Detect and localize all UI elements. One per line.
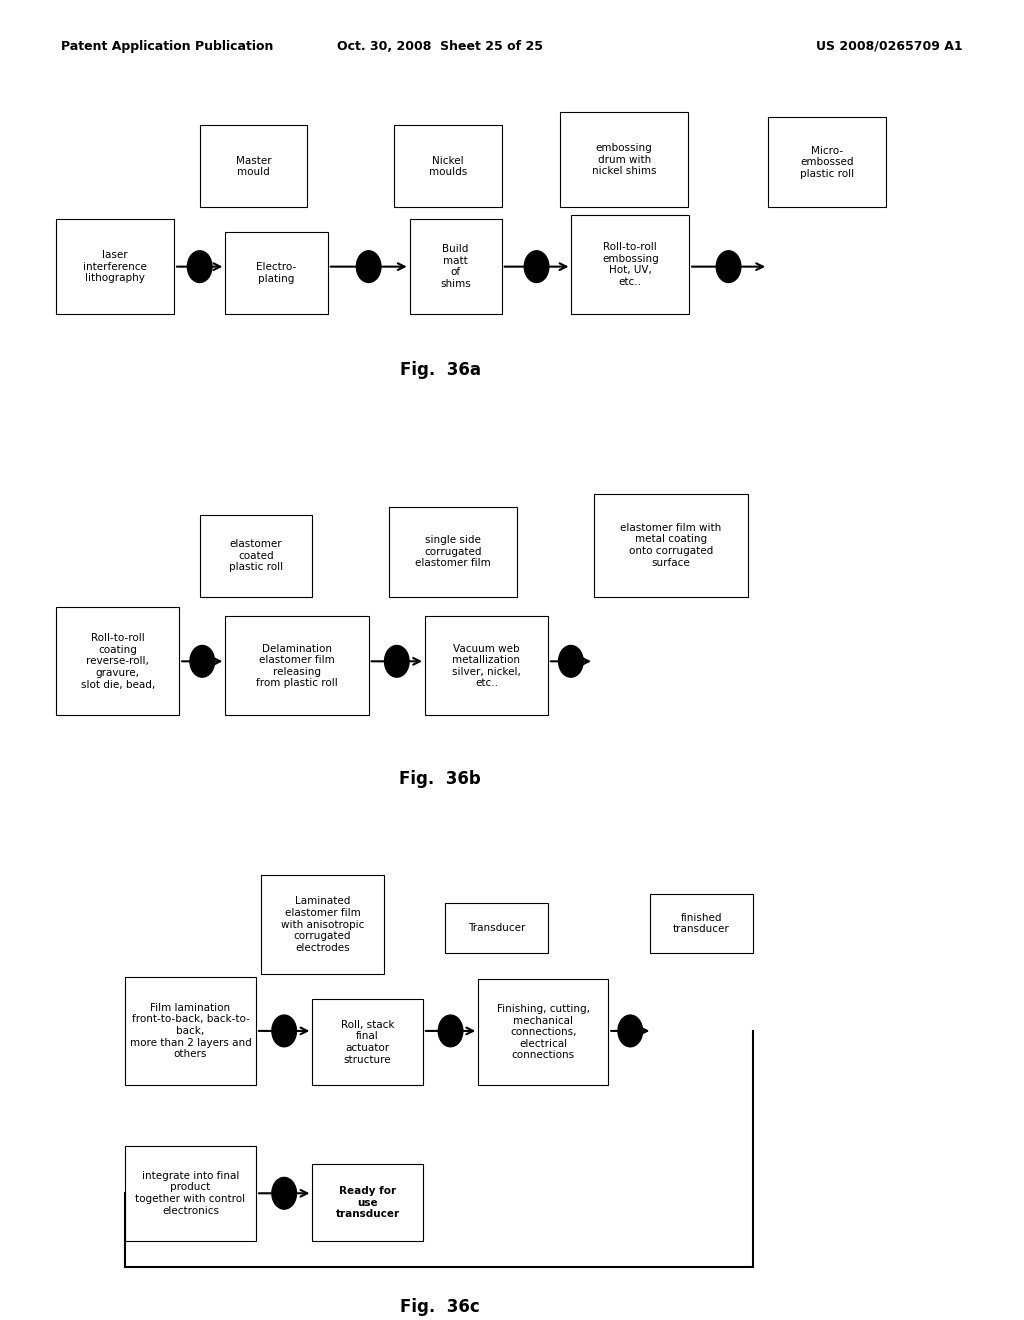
Circle shape <box>271 1015 297 1047</box>
Text: finished
transducer: finished transducer <box>673 912 730 935</box>
FancyBboxPatch shape <box>768 117 886 207</box>
Text: integrate into final
product
together with control
electronics: integrate into final product together wi… <box>135 1171 246 1216</box>
FancyBboxPatch shape <box>200 125 307 207</box>
FancyBboxPatch shape <box>560 112 688 207</box>
Text: Ready for
use
transducer: Ready for use transducer <box>336 1185 399 1220</box>
Text: Transducer: Transducer <box>468 923 525 933</box>
Text: embossing
drum with
nickel shims: embossing drum with nickel shims <box>592 143 656 177</box>
Text: Roll, stack
final
actuator
structure: Roll, stack final actuator structure <box>341 1020 394 1064</box>
FancyBboxPatch shape <box>261 875 384 974</box>
FancyBboxPatch shape <box>478 979 608 1085</box>
Text: Master
mould: Master mould <box>236 156 271 177</box>
Text: Fig.  36c: Fig. 36c <box>400 1298 480 1316</box>
FancyBboxPatch shape <box>594 494 748 597</box>
FancyBboxPatch shape <box>125 1146 256 1241</box>
FancyBboxPatch shape <box>571 215 689 314</box>
Text: Roll-to-roll
coating
reverse-roll,
gravure,
slot die, bead,: Roll-to-roll coating reverse-roll, gravu… <box>81 634 155 689</box>
FancyBboxPatch shape <box>394 125 502 207</box>
FancyBboxPatch shape <box>56 607 179 715</box>
Text: Electro-
plating: Electro- plating <box>256 263 297 284</box>
Circle shape <box>717 251 741 282</box>
FancyBboxPatch shape <box>389 507 517 597</box>
Circle shape <box>559 645 584 677</box>
Text: Vacuum web
metallization
silver, nickel,
etc..: Vacuum web metallization silver, nickel,… <box>452 644 521 688</box>
FancyBboxPatch shape <box>200 515 312 597</box>
Circle shape <box>524 251 549 282</box>
FancyBboxPatch shape <box>312 1164 423 1241</box>
Text: Nickel
moulds: Nickel moulds <box>429 156 467 177</box>
Text: laser
interference
lithography: laser interference lithography <box>83 249 147 284</box>
Circle shape <box>356 251 381 282</box>
FancyBboxPatch shape <box>410 219 502 314</box>
Text: Roll-to-roll
embossing
Hot, UV,
etc..: Roll-to-roll embossing Hot, UV, etc.. <box>602 243 658 286</box>
FancyBboxPatch shape <box>445 903 548 953</box>
FancyBboxPatch shape <box>312 999 423 1085</box>
Text: Finishing, cutting,
mechanical
connections,
electrical
connections: Finishing, cutting, mechanical connectio… <box>497 1005 590 1060</box>
Circle shape <box>384 645 409 677</box>
FancyBboxPatch shape <box>225 232 328 314</box>
Circle shape <box>271 1177 297 1209</box>
FancyBboxPatch shape <box>125 977 256 1085</box>
Text: Film lamination
front-to-back, back-to-
back,
more than 2 layers and
others: Film lamination front-to-back, back-to- … <box>130 1003 251 1059</box>
FancyBboxPatch shape <box>425 616 548 715</box>
FancyBboxPatch shape <box>650 894 753 953</box>
Circle shape <box>617 1015 643 1047</box>
Text: Fig.  36a: Fig. 36a <box>399 360 481 379</box>
Text: elastomer film with
metal coating
onto corrugated
surface: elastomer film with metal coating onto c… <box>621 523 721 568</box>
Circle shape <box>190 645 215 677</box>
Text: US 2008/0265709 A1: US 2008/0265709 A1 <box>816 40 963 53</box>
Text: Delamination
elastomer film
releasing
from plastic roll: Delamination elastomer film releasing fr… <box>256 644 338 688</box>
Circle shape <box>187 251 212 282</box>
FancyBboxPatch shape <box>225 616 369 715</box>
Text: Oct. 30, 2008  Sheet 25 of 25: Oct. 30, 2008 Sheet 25 of 25 <box>337 40 544 53</box>
FancyBboxPatch shape <box>56 219 174 314</box>
Text: Laminated
elastomer film
with anisotropic
corrugated
electrodes: Laminated elastomer film with anisotropi… <box>281 896 365 953</box>
Text: single side
corrugated
elastomer film: single side corrugated elastomer film <box>416 535 490 569</box>
Text: Build
matt
of
shims: Build matt of shims <box>440 244 471 289</box>
Circle shape <box>438 1015 463 1047</box>
Text: Patent Application Publication: Patent Application Publication <box>61 40 273 53</box>
Text: Micro-
embossed
plastic roll: Micro- embossed plastic roll <box>800 145 854 180</box>
Text: Fig.  36b: Fig. 36b <box>399 770 481 788</box>
Text: elastomer
coated
plastic roll: elastomer coated plastic roll <box>229 539 283 573</box>
